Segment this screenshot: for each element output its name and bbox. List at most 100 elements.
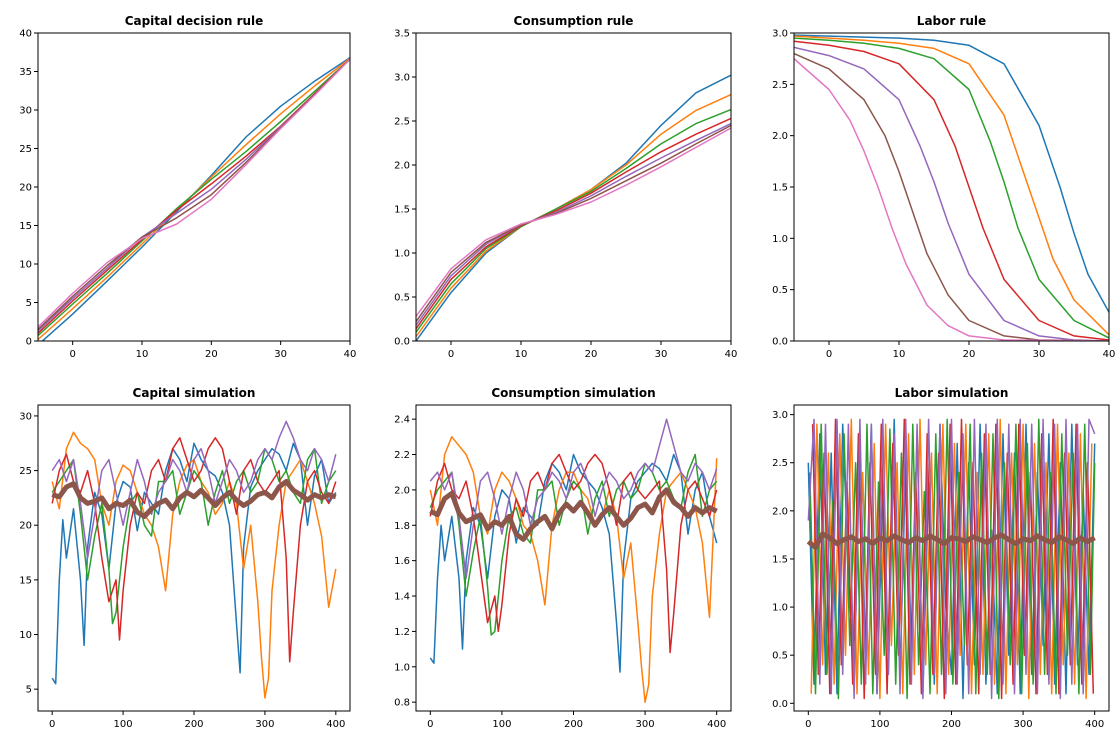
x-tick-label: 200 xyxy=(942,719,961,730)
y-tick-label: 0.5 xyxy=(772,285,788,296)
y-tick-label: 30 xyxy=(19,106,32,117)
x-tick-label: 0 xyxy=(805,719,811,730)
x-tick-label: 0 xyxy=(69,349,75,360)
panel-4: Capital simulation 0 100 200 300 400 5 10 15 20 25… xyxy=(19,386,351,730)
y-tick-label: 5 xyxy=(26,298,32,309)
y-tick-label: 1.6 xyxy=(394,556,410,567)
y-tick-label: 2.5 xyxy=(772,80,788,91)
y-tick-label: 15 xyxy=(19,575,32,586)
panel-1: Capital decision rule 0 10 20 30 40 0 5 10 15 20 25… xyxy=(19,14,356,360)
x-tick-label: 0 xyxy=(826,349,832,360)
series-line-4 xyxy=(51,437,337,663)
y-tick-label: 35 xyxy=(19,67,32,78)
series-group xyxy=(806,418,1096,700)
series-line-4 xyxy=(429,453,718,654)
series-line-6 xyxy=(416,124,731,323)
y-tick-label: 2.0 xyxy=(772,506,788,517)
axes-frame xyxy=(37,32,351,342)
y-tick-label: 0.5 xyxy=(772,651,788,662)
series-line-6 xyxy=(51,479,337,519)
x-tick-label: 30 xyxy=(1033,349,1046,360)
y-tick-label: 1.5 xyxy=(772,554,788,565)
series-line-7 xyxy=(794,58,1109,341)
x-tick-label: 20 xyxy=(963,349,976,360)
series-group xyxy=(416,74,731,341)
y-tick-label: 1.0 xyxy=(772,603,788,614)
x-tick-label: 0 xyxy=(49,719,55,730)
series-line-6 xyxy=(794,52,1109,341)
y-tick-label: 1.2 xyxy=(394,627,410,638)
x-tick-label: 400 xyxy=(326,719,345,730)
x-tick-label: 40 xyxy=(1103,349,1115,360)
series-line-2 xyxy=(416,93,731,338)
y-tick-label: 3.0 xyxy=(394,73,410,84)
series-line-1 xyxy=(429,453,718,673)
y-tick-label: 0.0 xyxy=(772,337,788,348)
series-line-1 xyxy=(51,442,337,685)
panel-title: Labor rule xyxy=(917,14,986,28)
x-tick-label: 20 xyxy=(585,349,598,360)
y-tick-label: 1.0 xyxy=(772,234,788,245)
x-tick-label: 30 xyxy=(655,349,668,360)
x-tick-label: 0 xyxy=(427,719,433,730)
panel-title: Consumption rule xyxy=(514,14,634,28)
series-group xyxy=(429,418,718,703)
x-tick-label: 40 xyxy=(725,349,738,360)
x-tick-label: 300 xyxy=(1014,719,1033,730)
series-line-5 xyxy=(794,46,1109,341)
x-tick-label: 0 xyxy=(448,349,454,360)
y-tick-label: 1.0 xyxy=(394,662,410,673)
panel-title: Capital simulation xyxy=(133,386,256,400)
y-tick-label: 0.8 xyxy=(394,698,410,709)
y-tick-label: 2.5 xyxy=(394,117,410,128)
y-tick-label: 1.5 xyxy=(772,183,788,194)
y-tick-label: 2.0 xyxy=(394,485,410,496)
series-line-3 xyxy=(429,453,718,636)
x-tick-label: 10 xyxy=(515,349,528,360)
y-tick-label: 40 xyxy=(19,29,32,40)
panel-2: Consumption rule 0 10 20 30 40 0.0 0.5 1.0 1.5 2.0… xyxy=(394,14,737,360)
series-line-1 xyxy=(794,34,1109,313)
series-line-3 xyxy=(38,58,350,337)
y-tick-label: 3.0 xyxy=(772,410,788,421)
series-line-2 xyxy=(429,436,718,703)
series-group xyxy=(794,34,1109,341)
x-tick-label: 100 xyxy=(492,719,511,730)
series-line-5 xyxy=(429,418,718,580)
x-tick-label: 300 xyxy=(636,719,655,730)
y-tick-label: 10 xyxy=(19,260,32,271)
series-group xyxy=(51,420,337,699)
series-line-4 xyxy=(794,40,1109,341)
series-group xyxy=(38,56,350,341)
panel-5: Consumption simulation 0 100 200 300 400 0.8 1.… xyxy=(394,386,732,730)
axes-frame xyxy=(415,32,732,342)
y-tick-label: 1.8 xyxy=(394,521,410,532)
y-tick-label: 20 xyxy=(19,183,32,194)
y-tick-label: 15 xyxy=(19,221,32,232)
x-tick-label: 400 xyxy=(707,719,726,730)
y-tick-label: 3.0 xyxy=(772,29,788,40)
y-tick-label: 2.0 xyxy=(394,161,410,172)
y-tick-label: 20 xyxy=(19,521,32,532)
y-tick-label: 2.0 xyxy=(772,131,788,142)
series-line-7 xyxy=(416,127,731,317)
series-line-7 xyxy=(38,58,350,328)
x-tick-label: 10 xyxy=(893,349,906,360)
y-tick-label: 25 xyxy=(19,144,32,155)
series-line-5 xyxy=(807,418,1096,700)
x-tick-label: 10 xyxy=(136,349,149,360)
series-line-3 xyxy=(794,37,1109,339)
series-line-5 xyxy=(416,122,731,326)
series-line-6 xyxy=(429,487,718,542)
y-tick-label: 3.5 xyxy=(394,29,410,40)
y-tick-label: 25 xyxy=(19,466,32,477)
series-line-3 xyxy=(51,447,337,625)
panel-title: Labor simulation xyxy=(895,386,1009,400)
x-tick-label: 200 xyxy=(184,719,203,730)
series-line-4 xyxy=(38,58,350,334)
x-tick-label: 40 xyxy=(344,349,357,360)
series-line-2 xyxy=(794,35,1109,336)
panel-title: Consumption simulation xyxy=(491,386,655,400)
y-tick-label: 2.2 xyxy=(394,450,410,461)
x-tick-label: 100 xyxy=(114,719,133,730)
